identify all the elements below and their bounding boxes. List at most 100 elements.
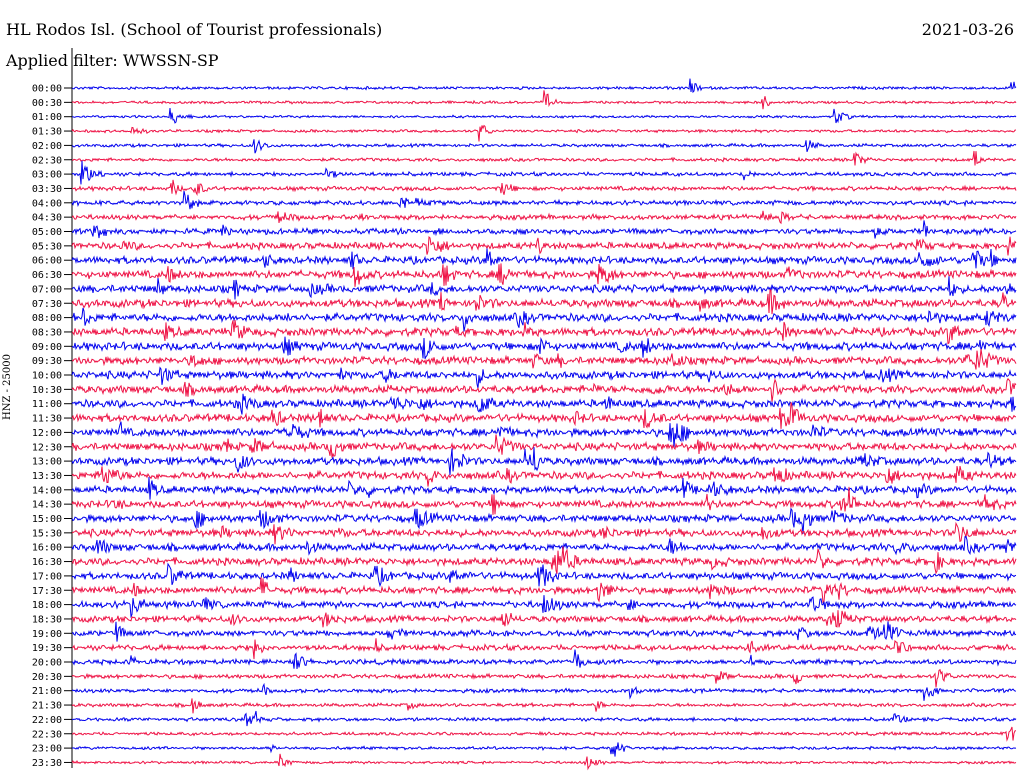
seismogram-trace-1200 [71,421,1017,448]
time-tick-label: 07:00 [32,284,62,295]
seismogram-trace-0130 [71,124,1017,142]
seismogram-trace-0230 [71,150,1017,166]
date-label: 2021-03-26 [921,20,1014,39]
seismogram-trace-0530 [71,235,1017,256]
seismogram-trace-1100 [71,393,1017,415]
time-tick-label: 12:30 [32,442,62,453]
seismogram-trace-1130 [71,402,1016,429]
seismogram-trace-0200 [71,139,1017,154]
seismogram-trace-0630 [71,263,1017,287]
seismogram-trace-2030 [71,668,1017,688]
seismogram-trace-1830 [71,610,1017,628]
time-tick-label: 22:30 [32,729,62,740]
seismogram-trace-2330 [71,753,1017,771]
time-tick-label: 22:00 [32,715,62,726]
time-tick-label: 20:30 [32,672,62,683]
seismogram-trace-1700 [71,562,1017,588]
seismogram-trace-0700 [71,276,1017,300]
seismogram-trace-1400 [71,476,1017,500]
time-tick-label: 01:30 [32,127,62,138]
time-tick-label: 03:00 [32,170,62,181]
seismogram-trace-1900 [71,621,1017,642]
seismogram-trace-1730 [71,576,1017,604]
seismogram-trace-1630 [71,546,1017,575]
time-tick-label: 19:00 [32,629,62,640]
seismogram-trace-2100 [71,682,1017,701]
seismogram-trace-1230 [71,434,1017,458]
seismogram-trace-0430 [71,210,1017,225]
time-tick-label: 17:30 [32,586,62,597]
seismogram-trace-0900 [71,336,1017,360]
time-tick-label: 11:00 [32,399,62,410]
time-tick-label: 14:00 [32,485,62,496]
seismogram-trace-1330 [71,465,1017,487]
time-tick-label: 04:00 [32,198,62,209]
time-tick-label: 15:00 [32,514,62,525]
time-tick-label: 04:30 [32,213,62,224]
time-tick-label: 21:00 [32,686,62,697]
time-tick-label: 09:00 [32,342,62,353]
time-tick-label: 05:30 [32,241,62,252]
seismogram-trace-0930 [71,348,1017,370]
seismogram-trace-1300 [71,447,1017,475]
seismogram-trace-0600 [71,248,1017,270]
time-tick-label: 13:30 [32,471,62,482]
time-tick-label: 08:00 [32,313,62,324]
time-tick-label: 07:30 [32,299,62,310]
time-tick-label: 00:00 [32,84,62,95]
time-tick-label: 12:00 [32,428,62,439]
station-title: HL Rodos Isl. (School of Tourist profess… [6,20,383,39]
time-tick-label: 08:30 [32,327,62,338]
time-tick-label: 10:30 [32,385,62,396]
seismogram-trace-2130 [71,698,1017,714]
seismogram-trace-2200 [71,710,1017,727]
time-tick-label: 23:00 [32,744,62,755]
time-tick-label: 15:30 [32,528,62,539]
time-tick-label: 05:00 [32,227,62,238]
time-tick-label: 19:30 [32,643,62,654]
time-tick-label: 00:30 [32,98,62,109]
seismogram-trace-1800 [71,595,1017,619]
time-tick-label: 23:30 [32,758,62,769]
time-tick-label: 03:30 [32,184,62,195]
seismogram-trace-0000 [71,78,1017,94]
seismogram-trace-0800 [71,307,1017,332]
seismogram-trace-0100 [72,108,1017,124]
time-tick-label: 14:30 [32,500,62,511]
time-tick-label: 13:00 [32,457,62,468]
seismogram-trace-2000 [71,649,1017,670]
seismogram-trace-1930 [71,638,1017,660]
time-tick-label: 18:30 [32,614,62,625]
seismogram-trace-0500 [71,220,1017,239]
time-tick-label: 02:00 [32,141,62,152]
time-tick-label: 20:00 [32,658,62,669]
time-tick-label: 18:00 [32,600,62,611]
time-tick-label: 21:30 [32,701,62,712]
seismogram-trace-0300 [71,160,1017,185]
seismogram-trace-0830 [71,319,1017,345]
seismogram-trace-0400 [71,190,1017,210]
seismogram-trace-1600 [71,536,1017,556]
seismogram-trace-0330 [72,179,1017,197]
seismogram-trace-1000 [71,366,1017,389]
seismogram-trace-1030 [71,377,1017,403]
seismogram-trace-1530 [71,521,1017,545]
time-tick-label: 16:00 [32,543,62,554]
time-tick-label: 06:30 [32,270,62,281]
time-tick-label: 17:00 [32,571,62,582]
seismogram-trace-0730 [71,289,1017,315]
seismogram-trace-0030 [71,90,1017,110]
seismogram-trace-2300 [71,742,1017,757]
filter-label: Applied filter: WWSSN-SP [6,51,219,70]
time-tick-label: 01:00 [32,112,62,123]
time-tick-label: 10:00 [32,371,62,382]
seismogram-trace-1500 [71,507,1017,534]
time-tick-label: 06:00 [32,256,62,267]
time-tick-label: 11:30 [32,414,62,425]
seismogram-trace-2230 [71,726,1017,742]
time-tick-label: 02:30 [32,155,62,166]
time-tick-label: 09:30 [32,356,62,367]
seismogram-trace-1430 [71,486,1017,515]
time-tick-label: 16:30 [32,557,62,568]
